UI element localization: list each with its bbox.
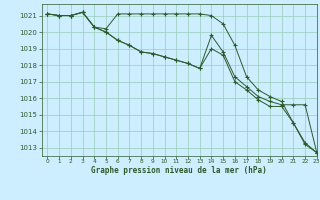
X-axis label: Graphe pression niveau de la mer (hPa): Graphe pression niveau de la mer (hPa) <box>91 166 267 175</box>
